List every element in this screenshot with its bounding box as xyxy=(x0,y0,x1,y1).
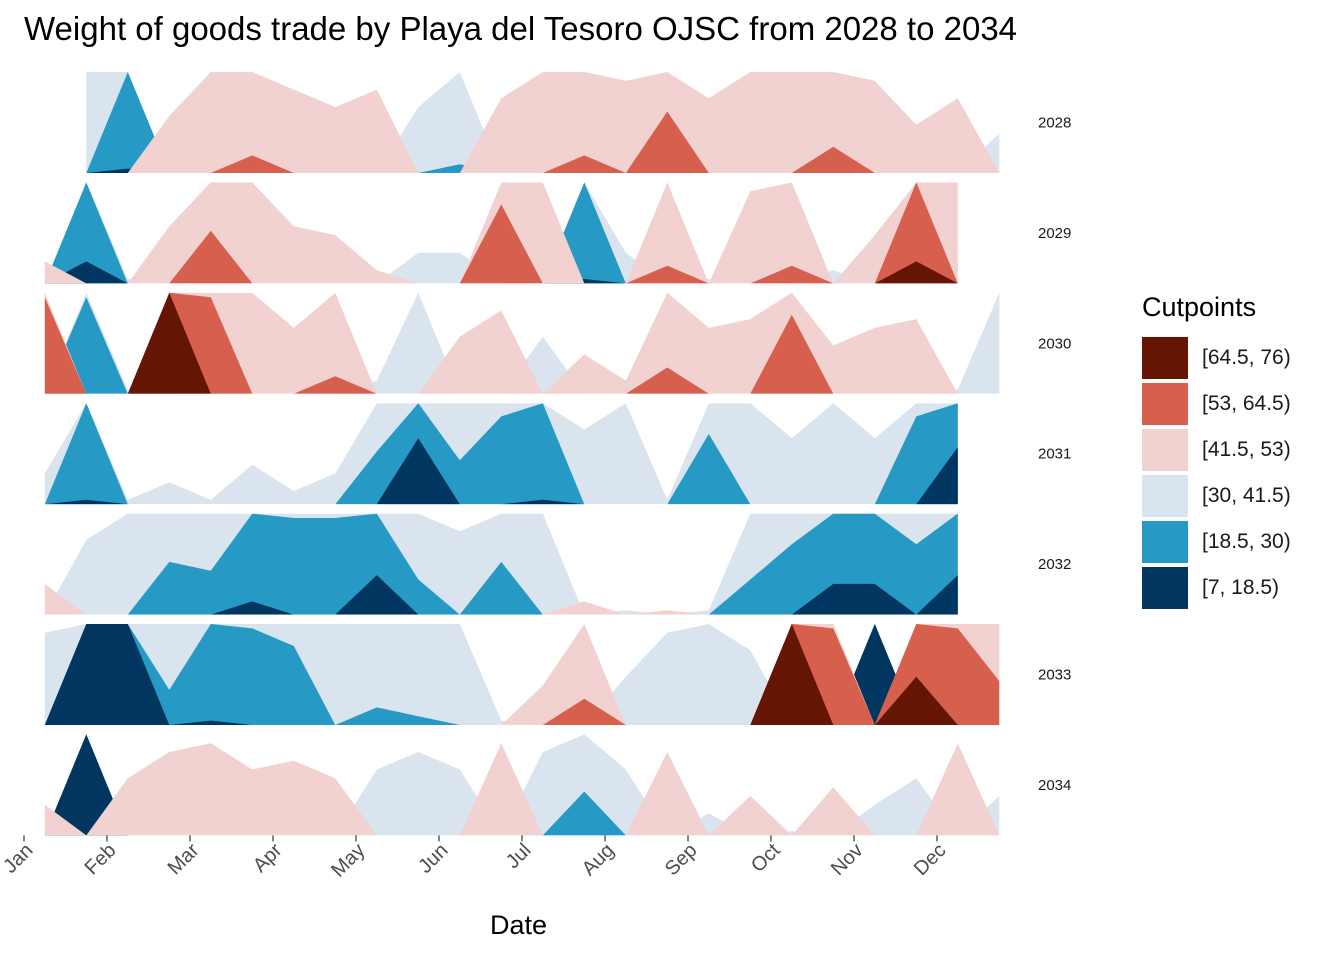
strip-label-2033: 2033 xyxy=(1038,667,1071,684)
strip-label-2032: 2032 xyxy=(1038,556,1071,573)
panel-2030 xyxy=(44,292,1000,394)
legend: Cutpoints [64.5, 76) [53, 64.5) [41.5, 53)… xyxy=(1142,292,1291,611)
series-2031-low-band-1-seg-0 xyxy=(44,403,958,505)
legend-label: [64.5, 76) xyxy=(1202,346,1291,369)
series-2033-low-band-1-seg-0 xyxy=(44,624,1000,725)
panels xyxy=(44,72,1000,836)
x-tick-label-Jan: Jan xyxy=(0,839,38,877)
strip-label-2028: 2028 xyxy=(1038,115,1071,132)
strip-labels: 2028 2029 2030 2031 2032 2033 2034 xyxy=(1038,115,1071,794)
legend-item: [7, 18.5) xyxy=(1142,565,1291,611)
series-2034-high-band-0-seg-0 xyxy=(44,743,1000,836)
x-tick-label-Nov: Nov xyxy=(827,839,868,880)
legend-swatch xyxy=(1142,521,1188,563)
x-tick-label-Sep: Sep xyxy=(661,839,702,880)
legend-label: [18.5, 30) xyxy=(1202,530,1291,553)
legend-item: [18.5, 30) xyxy=(1142,519,1291,565)
legend-label: [30, 41.5) xyxy=(1202,484,1291,507)
x-tick-label-May: May xyxy=(327,839,369,881)
x-tick-label-Apr: Apr xyxy=(249,839,287,877)
legend-title: Cutpoints xyxy=(1142,292,1257,322)
series-2029-high-band-1-seg-0 xyxy=(44,182,958,284)
x-tick-label-Dec: Dec xyxy=(910,839,951,880)
legend-label: [53, 64.5) xyxy=(1202,392,1291,415)
legend-label: [41.5, 53) xyxy=(1202,438,1291,461)
x-axis-title: Date xyxy=(490,910,548,940)
legend-label: [7, 18.5) xyxy=(1202,576,1280,599)
series-2033-high-band-2-seg-0 xyxy=(44,624,1000,725)
series-2028-high-band-0-seg-0 xyxy=(86,72,1000,173)
series-2032-low-band-1-seg-0 xyxy=(44,513,958,615)
x-tick-label-Jul: Jul xyxy=(502,839,536,873)
legend-swatch xyxy=(1142,475,1188,517)
series-2030-high-band-2-seg-0 xyxy=(44,292,1000,394)
x-tick-label-Aug: Aug xyxy=(578,839,619,880)
legend-swatch xyxy=(1142,337,1188,379)
panel-2034 xyxy=(44,734,1000,836)
legend-swatch xyxy=(1142,383,1188,425)
legend-item: [41.5, 53) xyxy=(1142,427,1291,473)
strip-label-2031: 2031 xyxy=(1038,446,1071,463)
series-2032-low-band-2-seg-0 xyxy=(44,575,958,615)
panel-2033 xyxy=(44,624,1000,725)
strip-label-2030: 2030 xyxy=(1038,335,1071,352)
panel-2031 xyxy=(44,403,958,505)
strip-label-2034: 2034 xyxy=(1038,777,1071,794)
panel-2028 xyxy=(86,72,1000,173)
panel-2032 xyxy=(44,513,958,615)
x-tick-label-Oct: Oct xyxy=(747,839,785,877)
x-tick-label-Jun: Jun xyxy=(414,839,452,877)
x-tick-label-Feb: Feb xyxy=(81,839,121,879)
legend-item: [30, 41.5) xyxy=(1142,473,1291,519)
panel-2029 xyxy=(44,182,958,284)
strip-label-2029: 2029 xyxy=(1038,225,1071,242)
legend-swatch xyxy=(1142,429,1188,471)
x-tick-label-Mar: Mar xyxy=(164,839,204,879)
legend-item: [53, 64.5) xyxy=(1142,381,1291,427)
chart-title: Weight of goods trade by Playa del Tesor… xyxy=(24,10,1018,47)
legend-item: [64.5, 76) xyxy=(1142,335,1291,381)
x-axis: Jan Feb Mar Apr May Jun Jul Aug Sep Oct Nov Dec xyxy=(0,835,951,882)
legend-swatch xyxy=(1142,567,1188,609)
series-2030-high-band-0-seg-0 xyxy=(44,292,1000,394)
